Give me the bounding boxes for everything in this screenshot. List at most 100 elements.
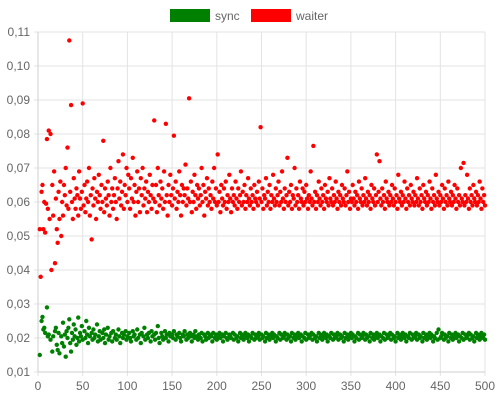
waiter-point	[330, 203, 336, 208]
legend-item-sync[interactable]: sync	[170, 9, 240, 23]
sync-point	[392, 334, 397, 339]
sync-point	[124, 337, 129, 342]
waiter-point	[421, 182, 426, 188]
legend[interactable]: sync waiter	[170, 9, 328, 23]
waiter-point	[249, 199, 254, 205]
waiter-point	[152, 199, 158, 205]
sync-point	[110, 329, 116, 334]
waiter-point	[375, 199, 380, 205]
waiter-point	[56, 189, 61, 194]
y-tick-label: 0,10	[7, 59, 31, 73]
waiter-point	[129, 196, 135, 201]
sync-point	[334, 334, 339, 339]
waiter-point	[84, 179, 90, 184]
waiter-point	[331, 193, 337, 198]
waiter-point	[105, 179, 110, 184]
waiter-point	[264, 203, 270, 208]
waiter-point	[173, 179, 178, 184]
waiter-point	[335, 206, 340, 211]
waiter-point	[52, 261, 58, 266]
waiter-point	[457, 203, 463, 208]
waiter-point	[244, 193, 249, 198]
waiter-point	[481, 199, 486, 205]
waiter-point	[410, 199, 415, 205]
waiter-point	[123, 193, 128, 198]
waiter-point	[167, 199, 172, 205]
waiter-point	[192, 172, 197, 177]
sync-point	[314, 339, 320, 344]
sync-point	[48, 337, 53, 342]
sync-point	[189, 339, 194, 344]
waiter-point	[148, 193, 153, 198]
legend-item-waiter[interactable]: waiter	[251, 9, 328, 23]
waiter-point	[450, 193, 456, 198]
y-axis: 0,01 0,02 0,03 0,04 0,05 0,06 0,07 0,08 0,09 0,10…	[7, 25, 39, 379]
waiter-point	[384, 196, 389, 201]
waiter-point	[275, 193, 280, 198]
sync-point	[101, 335, 106, 341]
waiter-point	[341, 199, 346, 205]
sync-point	[454, 335, 459, 341]
sync-point	[341, 339, 346, 344]
waiter-point	[398, 189, 404, 194]
waiter-point	[91, 203, 96, 208]
sync-point	[59, 340, 65, 346]
waiter-point	[266, 199, 271, 205]
sync-point	[79, 323, 85, 329]
sync-point	[262, 339, 268, 344]
waiter-point	[170, 186, 176, 191]
sync-point	[182, 329, 187, 334]
sync-point	[434, 330, 439, 336]
waiter-point	[93, 196, 98, 201]
waiter-point	[461, 160, 466, 166]
waiter-point	[462, 203, 467, 208]
waiter-point	[209, 206, 214, 211]
waiter-point	[342, 186, 347, 191]
waiter-point	[323, 196, 329, 201]
waiter-point	[130, 155, 135, 160]
sync-point	[51, 334, 56, 339]
waiter-point	[195, 196, 201, 201]
waiter-point	[51, 169, 57, 174]
waiter-point	[377, 159, 382, 164]
waiter-point	[441, 206, 447, 211]
waiter-point	[337, 193, 343, 198]
waiter-point	[64, 203, 69, 208]
waiter-point	[312, 199, 317, 205]
waiter-point	[66, 206, 71, 211]
waiter-point	[396, 196, 402, 201]
waiter-point	[297, 179, 303, 184]
sync-point	[446, 339, 451, 344]
waiter-point	[101, 138, 106, 143]
sync-point	[481, 332, 487, 337]
waiter-point	[212, 199, 218, 205]
legend-swatch-waiter	[251, 9, 291, 22]
sync-point	[75, 335, 80, 341]
waiter-point	[202, 189, 208, 194]
x-tick-label: 450	[430, 379, 450, 393]
waiter-point	[316, 179, 321, 184]
sync-point	[346, 337, 351, 342]
sync-point	[236, 339, 241, 344]
legend-label-sync: sync	[215, 9, 240, 23]
waiter-point	[412, 203, 417, 208]
waiter-point	[455, 186, 460, 191]
series-waiter	[37, 38, 488, 279]
waiter-point	[267, 182, 272, 188]
waiter-point	[231, 193, 236, 198]
waiter-point	[176, 199, 181, 205]
waiter-point	[334, 196, 339, 201]
waiter-point	[83, 210, 88, 215]
waiter-point	[346, 189, 352, 194]
waiter-point	[467, 186, 472, 191]
waiter-point	[238, 169, 244, 174]
waiter-point	[257, 196, 262, 201]
waiter-point	[290, 193, 295, 198]
waiter-point	[114, 216, 119, 222]
waiter-point	[235, 206, 240, 211]
waiter-point	[128, 176, 134, 181]
waiter-point	[442, 186, 447, 191]
waiter-point	[436, 189, 441, 194]
waiter-point	[311, 143, 316, 149]
